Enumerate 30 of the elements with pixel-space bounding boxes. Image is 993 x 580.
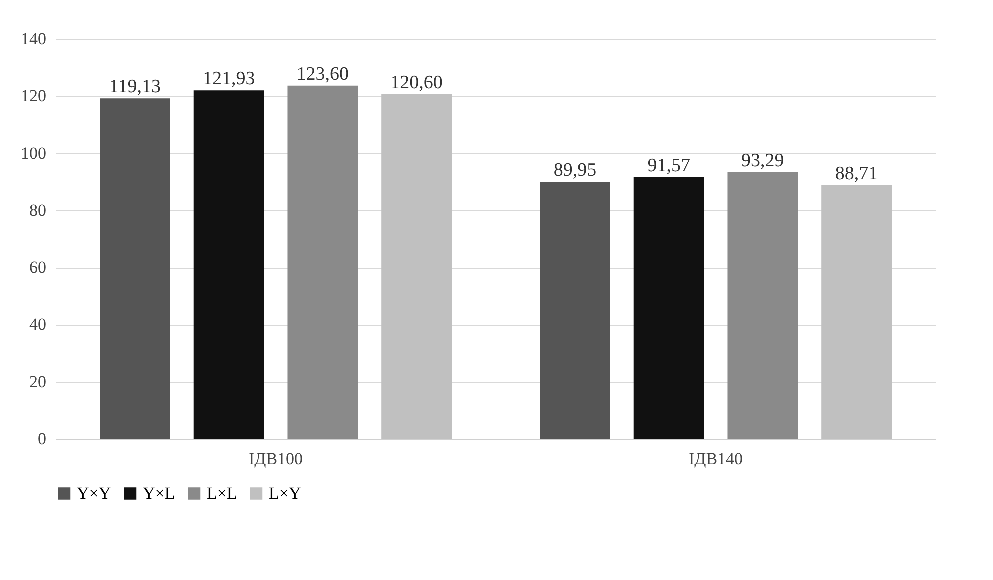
x-tick-label: ІДВ140 [688, 450, 744, 468]
legend-label: Y×L [143, 484, 176, 503]
y-tick-label: 120 [21, 86, 46, 106]
data-label: 89,95 [554, 160, 597, 181]
data-label: 123,60 [296, 64, 350, 85]
y-tick-label: 140 [21, 30, 46, 48]
data-label: 88,71 [835, 164, 878, 185]
x-tick-label: ІДВ100 [248, 450, 304, 468]
y-tick-label: 20 [30, 372, 46, 392]
data-label: 119,13 [109, 76, 161, 98]
data-label: 91,57 [648, 155, 690, 176]
data-label: 121,93 [202, 68, 256, 90]
y-tick-label: 0 [38, 430, 46, 448]
bar [540, 182, 610, 439]
legend-label: L×Y [269, 484, 302, 503]
bar [382, 94, 452, 439]
bar [728, 172, 798, 439]
bar [100, 98, 170, 439]
data-label: 120,60 [390, 72, 443, 94]
y-tick-label: 40 [30, 315, 46, 334]
bar [822, 186, 892, 439]
legend-label: Y×Y [77, 484, 112, 503]
y-tick-label: 60 [30, 258, 46, 278]
y-tick-label: 100 [21, 144, 46, 163]
data-label: 93,29 [742, 150, 784, 172]
bar [634, 177, 704, 439]
bar [194, 90, 264, 439]
legend-label: L×L [207, 484, 238, 503]
bar [288, 86, 358, 439]
y-tick-label: 80 [30, 200, 46, 220]
